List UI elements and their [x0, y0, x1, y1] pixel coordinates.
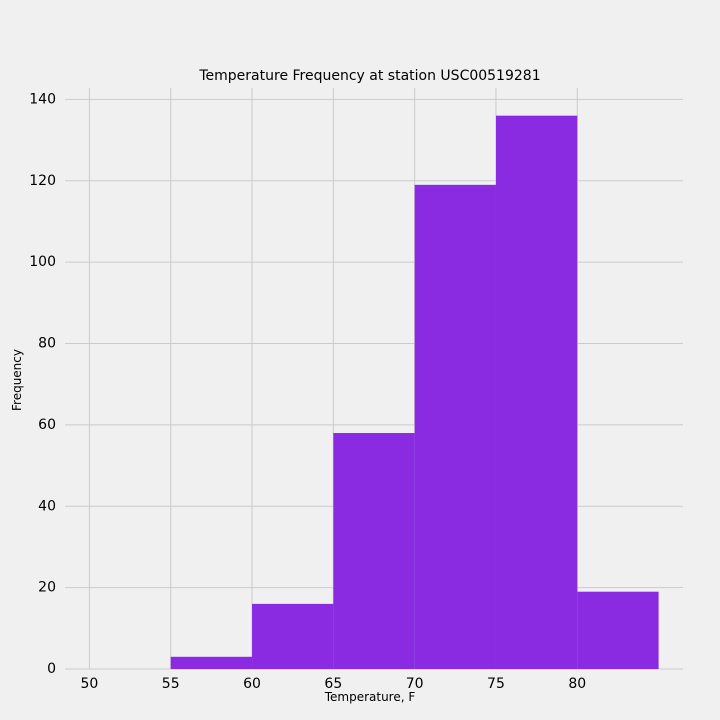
bars-layer [170, 115, 659, 670]
histogram-bar [170, 656, 253, 669]
y-tick-label: 40 [38, 498, 56, 514]
y-tick-label: 80 [38, 336, 56, 352]
chart-title: Temperature Frequency at station USC0051… [198, 68, 540, 84]
histogram-bar [414, 184, 496, 670]
y-tick-label: 60 [38, 417, 56, 433]
x-tick-label: 75 [487, 676, 505, 692]
y-tick-label: 120 [29, 173, 56, 189]
histogram-bar [577, 591, 659, 669]
histogram-bar [252, 603, 334, 669]
x-tick-label: 80 [568, 676, 586, 692]
histogram-bar [333, 433, 415, 669]
y-tick-label: 100 [29, 254, 56, 270]
x-axis-label: Temperature, F [324, 690, 416, 704]
y-tick-label: 0 [47, 661, 56, 677]
x-tick-label: 60 [243, 676, 261, 692]
y-tick-label: 20 [38, 580, 56, 596]
y-tick-label: 140 [29, 91, 56, 107]
x-tick-label: 65 [324, 676, 342, 692]
y-axis-label: Frequency [10, 349, 24, 411]
ticks-layer: 50 55 60 65 70 75 80 0 20 40 60 80 100 120 140 [29, 91, 586, 692]
histogram-bar [495, 115, 578, 669]
x-tick-label: 70 [406, 676, 424, 692]
x-tick-label: 55 [162, 676, 180, 692]
x-tick-label: 50 [80, 676, 98, 692]
